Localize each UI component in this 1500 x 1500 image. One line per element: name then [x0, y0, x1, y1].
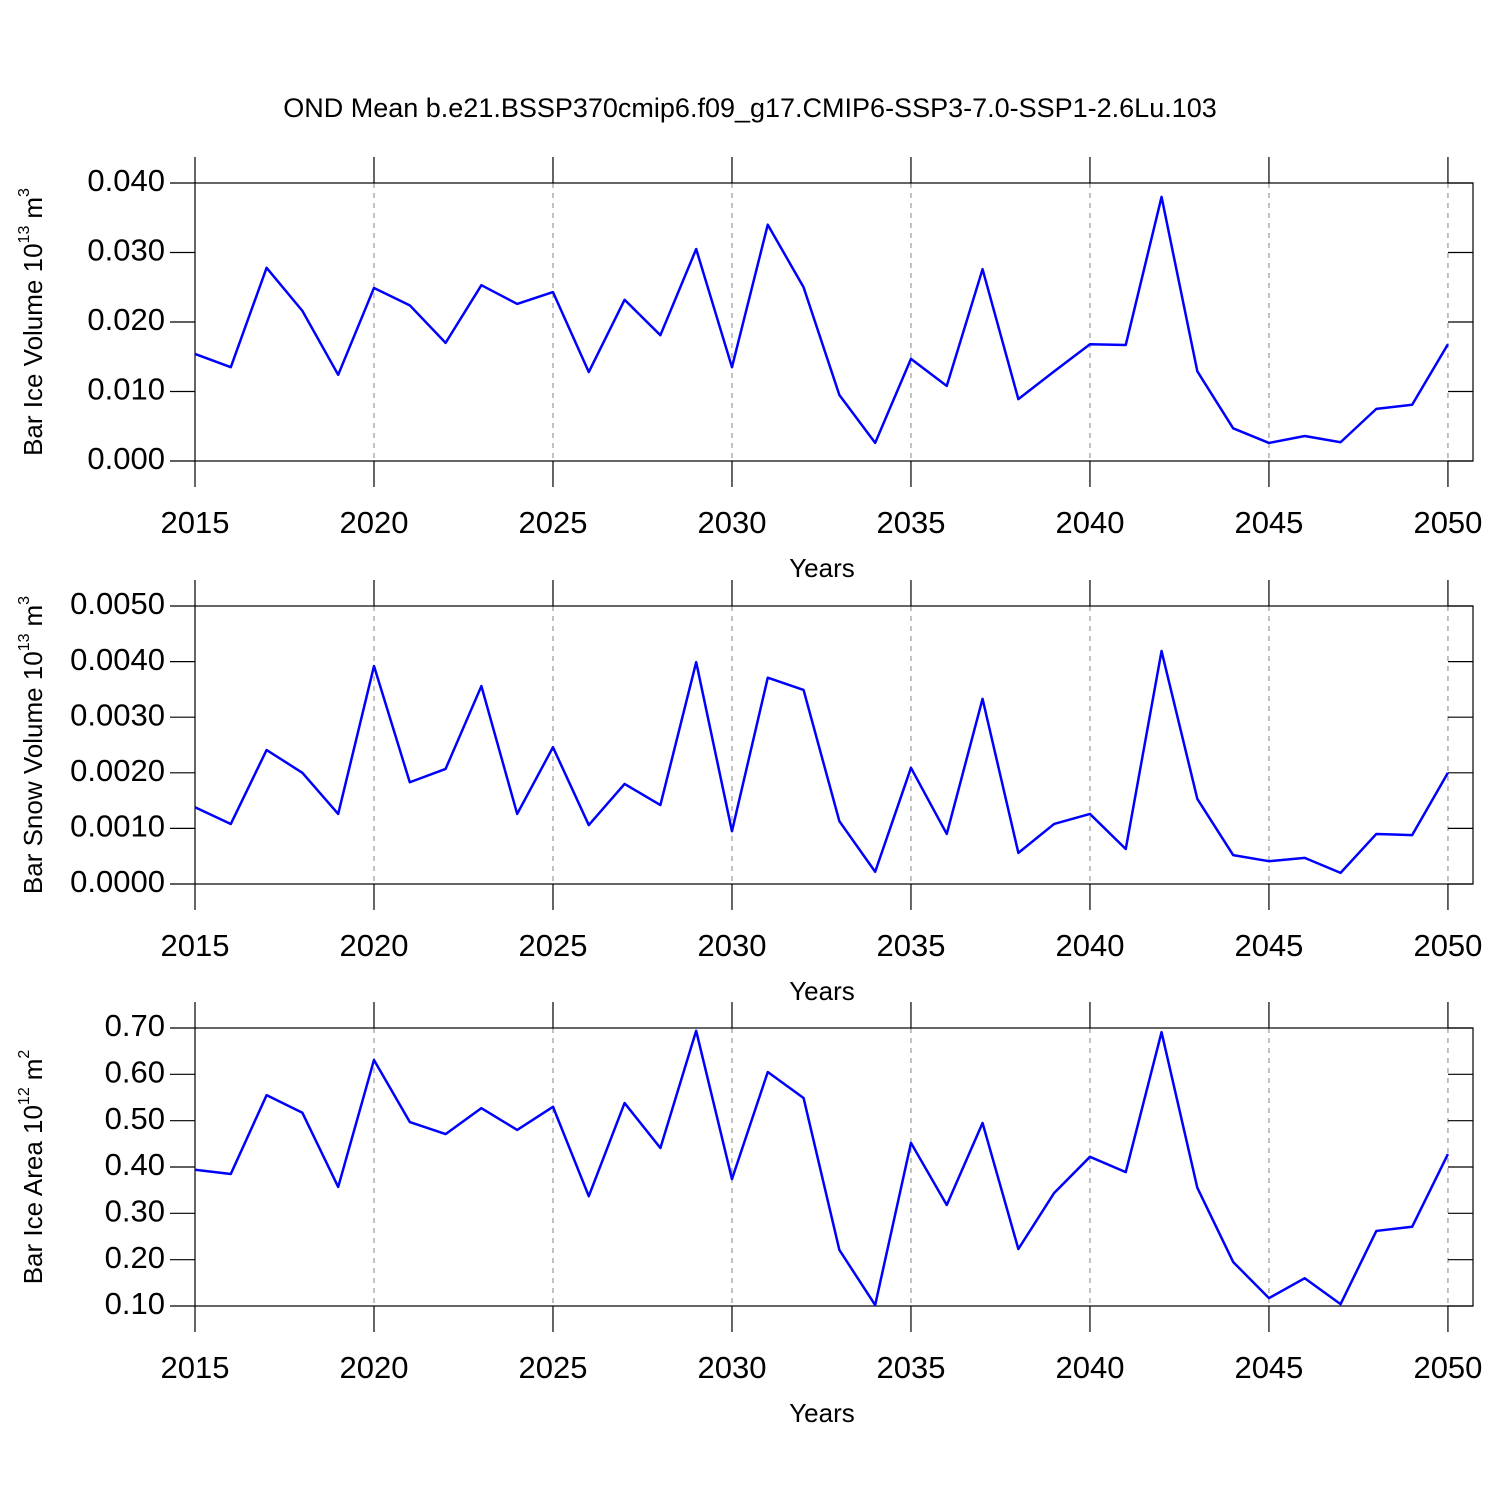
x-tick-label: 2030: [697, 1350, 766, 1385]
x-tick-label: 2015: [161, 505, 230, 540]
x-tick-label: 2040: [1055, 1350, 1124, 1385]
x-tick-label: 2040: [1055, 505, 1124, 540]
y-tick-label: 0.10: [105, 1286, 165, 1321]
y-tick-label: 0.0040: [70, 642, 165, 677]
y-tick-label: 0.60: [105, 1055, 165, 1090]
x-tick-label: 2030: [697, 928, 766, 963]
x-axis-label: Years: [789, 553, 855, 583]
y-axis-label-text: Bar Ice Area 10: [18, 1105, 48, 1284]
x-tick-label: 2035: [876, 928, 945, 963]
y-tick-label: 0.20: [105, 1240, 165, 1275]
y-axis-label-exponent: 12: [16, 1087, 33, 1105]
x-tick-label: 2045: [1234, 928, 1303, 963]
x-tick-label: 2050: [1413, 928, 1482, 963]
y-axis-label: Bar Ice Area 1012 m2: [16, 1050, 48, 1285]
y-axis-label-unit-exponent: 3: [16, 188, 33, 197]
x-tick-label: 2015: [161, 1350, 230, 1385]
y-axis-label: Bar Snow Volume 1013 m3: [16, 596, 48, 894]
x-tick-label: 2035: [876, 1350, 945, 1385]
figure-title: OND Mean b.e21.BSSP370cmip6.f09_g17.CMIP…: [283, 93, 1217, 123]
y-tick-label: 0.0030: [70, 697, 165, 732]
plot-frame: [194, 605, 1474, 885]
x-tick-label: 2050: [1413, 1350, 1482, 1385]
y-tick-label: 0.000: [87, 441, 165, 476]
x-tick-label: 2015: [161, 928, 230, 963]
y-tick-label: 0.0010: [70, 809, 165, 844]
y-axis-label-exponent: 13: [16, 226, 33, 244]
y-tick-label: 0.030: [87, 233, 165, 268]
x-tick-label: 2020: [340, 928, 409, 963]
y-tick-label: 0.0050: [70, 586, 165, 621]
y-tick-label: 0.30: [105, 1194, 165, 1229]
y-tick-label: 0.040: [87, 163, 165, 198]
y-axis-label-exponent: 13: [16, 633, 33, 651]
x-axis-label: Years: [789, 1398, 855, 1428]
x-tick-label: 2020: [340, 505, 409, 540]
x-tick-label: 2020: [340, 1350, 409, 1385]
y-axis-label-unit: m: [18, 1059, 48, 1081]
x-axis-label: Years: [789, 976, 855, 1006]
y-tick-label: 0.0000: [70, 864, 165, 899]
y-tick-label: 0.50: [105, 1101, 165, 1136]
y-tick-label: 0.010: [87, 372, 165, 407]
x-tick-label: 2045: [1234, 505, 1303, 540]
y-tick-label: 0.70: [105, 1008, 165, 1043]
y-axis-label-unit: m: [18, 605, 48, 627]
y-axis-label-unit-exponent: 2: [16, 1050, 33, 1059]
plot-frame: [194, 182, 1474, 462]
data-line: [194, 195, 1450, 445]
y-axis-label-text: Bar Snow Volume 10: [18, 651, 48, 894]
y-tick-label: 0.0020: [70, 753, 165, 788]
y-tick-label: 0.020: [87, 302, 165, 337]
y-tick-label: 0.40: [105, 1147, 165, 1182]
y-axis-label-unit: m: [18, 197, 48, 219]
x-tick-label: 2025: [518, 505, 587, 540]
data-line: [194, 1029, 1450, 1307]
x-tick-label: 2050: [1413, 505, 1482, 540]
x-tick-label: 2035: [876, 505, 945, 540]
plot-frame: [194, 1027, 1474, 1307]
x-tick-label: 2045: [1234, 1350, 1303, 1385]
x-tick-label: 2025: [518, 928, 587, 963]
x-tick-label: 2040: [1055, 928, 1124, 963]
y-axis-label-text: Bar Ice Volume 10: [18, 243, 48, 455]
y-axis-label: Bar Ice Volume 1013 m3: [16, 188, 48, 456]
y-axis-label-unit-exponent: 3: [16, 596, 33, 605]
x-tick-label: 2025: [518, 1350, 587, 1385]
x-tick-label: 2030: [697, 505, 766, 540]
data-line: [194, 649, 1450, 875]
